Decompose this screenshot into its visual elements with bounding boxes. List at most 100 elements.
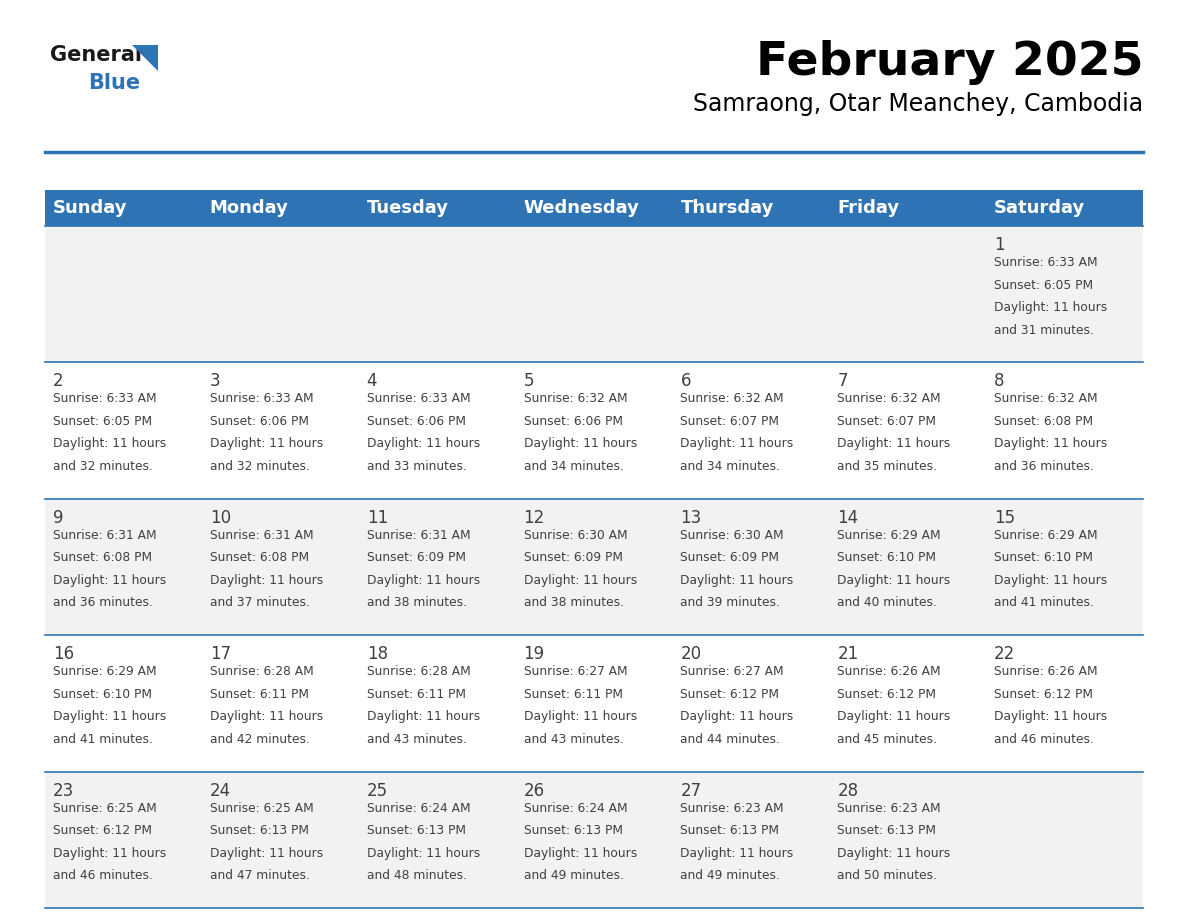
Text: Daylight: 11 hours: Daylight: 11 hours	[210, 711, 323, 723]
Bar	[45, 363, 1143, 498]
Text: Sunrise: 6:30 AM: Sunrise: 6:30 AM	[681, 529, 784, 542]
Text: Sunset: 6:11 PM: Sunset: 6:11 PM	[367, 688, 466, 700]
Text: Sunrise: 6:23 AM: Sunrise: 6:23 AM	[681, 801, 784, 814]
Bar	[986, 190, 1143, 226]
Text: and 50 minutes.: and 50 minutes.	[838, 869, 937, 882]
Text: 11: 11	[367, 509, 388, 527]
Text: Daylight: 11 hours: Daylight: 11 hours	[994, 574, 1107, 587]
Text: and 44 minutes.: and 44 minutes.	[681, 733, 781, 745]
Text: Daylight: 11 hours: Daylight: 11 hours	[53, 574, 166, 587]
Bar	[202, 190, 359, 226]
Text: Sunset: 6:09 PM: Sunset: 6:09 PM	[681, 552, 779, 565]
Text: Blue: Blue	[88, 73, 140, 93]
Text: 18: 18	[367, 645, 387, 663]
Text: Sunrise: 6:32 AM: Sunrise: 6:32 AM	[838, 392, 941, 406]
Text: Sunset: 6:12 PM: Sunset: 6:12 PM	[838, 688, 936, 700]
Text: 2: 2	[53, 373, 64, 390]
Text: Sunrise: 6:26 AM: Sunrise: 6:26 AM	[994, 666, 1098, 678]
Text: 22: 22	[994, 645, 1016, 663]
Text: and 36 minutes.: and 36 minutes.	[53, 597, 153, 610]
Text: and 43 minutes.: and 43 minutes.	[524, 733, 624, 745]
Text: Daylight: 11 hours: Daylight: 11 hours	[994, 711, 1107, 723]
Text: and 49 minutes.: and 49 minutes.	[681, 869, 781, 882]
Text: Daylight: 11 hours: Daylight: 11 hours	[524, 437, 637, 451]
Text: Sunset: 6:08 PM: Sunset: 6:08 PM	[53, 552, 152, 565]
Text: February 2025: February 2025	[756, 40, 1143, 85]
Text: Sunset: 6:13 PM: Sunset: 6:13 PM	[210, 824, 309, 837]
Bar	[45, 635, 1143, 772]
Text: Daylight: 11 hours: Daylight: 11 hours	[524, 711, 637, 723]
Text: Sunset: 6:13 PM: Sunset: 6:13 PM	[681, 824, 779, 837]
Text: Sunset: 6:10 PM: Sunset: 6:10 PM	[994, 552, 1093, 565]
Text: 27: 27	[681, 781, 702, 800]
Bar	[45, 772, 1143, 908]
Text: Sunrise: 6:31 AM: Sunrise: 6:31 AM	[210, 529, 314, 542]
Text: Thursday: Thursday	[681, 199, 773, 217]
Text: Sunset: 6:13 PM: Sunset: 6:13 PM	[838, 824, 936, 837]
Text: Sunrise: 6:28 AM: Sunrise: 6:28 AM	[367, 666, 470, 678]
Text: 16: 16	[53, 645, 74, 663]
Text: 3: 3	[210, 373, 221, 390]
Text: Daylight: 11 hours: Daylight: 11 hours	[838, 711, 950, 723]
Text: Friday: Friday	[838, 199, 899, 217]
Text: Sunrise: 6:29 AM: Sunrise: 6:29 AM	[838, 529, 941, 542]
Bar	[45, 190, 202, 226]
Text: Daylight: 11 hours: Daylight: 11 hours	[367, 437, 480, 451]
Text: 14: 14	[838, 509, 859, 527]
Text: Daylight: 11 hours: Daylight: 11 hours	[994, 437, 1107, 451]
Text: 12: 12	[524, 509, 545, 527]
Text: Daylight: 11 hours: Daylight: 11 hours	[681, 711, 794, 723]
Text: Sunrise: 6:32 AM: Sunrise: 6:32 AM	[524, 392, 627, 406]
Text: 19: 19	[524, 645, 544, 663]
Text: Sunrise: 6:23 AM: Sunrise: 6:23 AM	[838, 801, 941, 814]
Text: Sunset: 6:09 PM: Sunset: 6:09 PM	[367, 552, 466, 565]
Text: 9: 9	[53, 509, 63, 527]
Text: Sunrise: 6:27 AM: Sunrise: 6:27 AM	[681, 666, 784, 678]
Text: Sunrise: 6:27 AM: Sunrise: 6:27 AM	[524, 666, 627, 678]
Text: Sunset: 6:05 PM: Sunset: 6:05 PM	[53, 415, 152, 428]
Polygon shape	[132, 45, 158, 71]
Text: 5: 5	[524, 373, 535, 390]
Text: 21: 21	[838, 645, 859, 663]
Text: Sunset: 6:12 PM: Sunset: 6:12 PM	[53, 824, 152, 837]
Text: Daylight: 11 hours: Daylight: 11 hours	[681, 437, 794, 451]
Text: 23: 23	[53, 781, 74, 800]
Text: Sunrise: 6:29 AM: Sunrise: 6:29 AM	[53, 666, 157, 678]
Text: Daylight: 11 hours: Daylight: 11 hours	[53, 846, 166, 859]
Text: and 35 minutes.: and 35 minutes.	[838, 460, 937, 473]
Text: Daylight: 11 hours: Daylight: 11 hours	[524, 846, 637, 859]
Text: 7: 7	[838, 373, 848, 390]
Text: Monday: Monday	[210, 199, 289, 217]
Text: Daylight: 11 hours: Daylight: 11 hours	[367, 574, 480, 587]
Text: Sunrise: 6:31 AM: Sunrise: 6:31 AM	[367, 529, 470, 542]
Text: Daylight: 11 hours: Daylight: 11 hours	[210, 574, 323, 587]
Text: Sunset: 6:11 PM: Sunset: 6:11 PM	[524, 688, 623, 700]
Text: and 38 minutes.: and 38 minutes.	[524, 597, 624, 610]
Text: and 46 minutes.: and 46 minutes.	[994, 733, 1094, 745]
Text: Sunset: 6:07 PM: Sunset: 6:07 PM	[838, 415, 936, 428]
Text: Sunset: 6:10 PM: Sunset: 6:10 PM	[838, 552, 936, 565]
Text: Sunday: Sunday	[53, 199, 127, 217]
Text: Samraong, Otar Meanchey, Cambodia: Samraong, Otar Meanchey, Cambodia	[693, 92, 1143, 116]
Text: and 45 minutes.: and 45 minutes.	[838, 733, 937, 745]
Text: 6: 6	[681, 373, 691, 390]
Text: and 38 minutes.: and 38 minutes.	[367, 597, 467, 610]
Text: and 34 minutes.: and 34 minutes.	[524, 460, 624, 473]
Text: General: General	[50, 45, 143, 65]
Text: 17: 17	[210, 645, 230, 663]
Text: Sunrise: 6:28 AM: Sunrise: 6:28 AM	[210, 666, 314, 678]
Bar	[672, 190, 829, 226]
Text: Sunset: 6:09 PM: Sunset: 6:09 PM	[524, 552, 623, 565]
Text: and 42 minutes.: and 42 minutes.	[210, 733, 310, 745]
Bar	[829, 190, 986, 226]
Text: Sunrise: 6:25 AM: Sunrise: 6:25 AM	[210, 801, 314, 814]
Text: Daylight: 11 hours: Daylight: 11 hours	[681, 574, 794, 587]
Text: Sunrise: 6:25 AM: Sunrise: 6:25 AM	[53, 801, 157, 814]
Text: and 48 minutes.: and 48 minutes.	[367, 869, 467, 882]
Text: 4: 4	[367, 373, 378, 390]
Text: and 39 minutes.: and 39 minutes.	[681, 597, 781, 610]
Text: Daylight: 11 hours: Daylight: 11 hours	[210, 437, 323, 451]
Text: Sunset: 6:07 PM: Sunset: 6:07 PM	[681, 415, 779, 428]
Text: and 41 minutes.: and 41 minutes.	[53, 733, 153, 745]
Text: Daylight: 11 hours: Daylight: 11 hours	[53, 711, 166, 723]
